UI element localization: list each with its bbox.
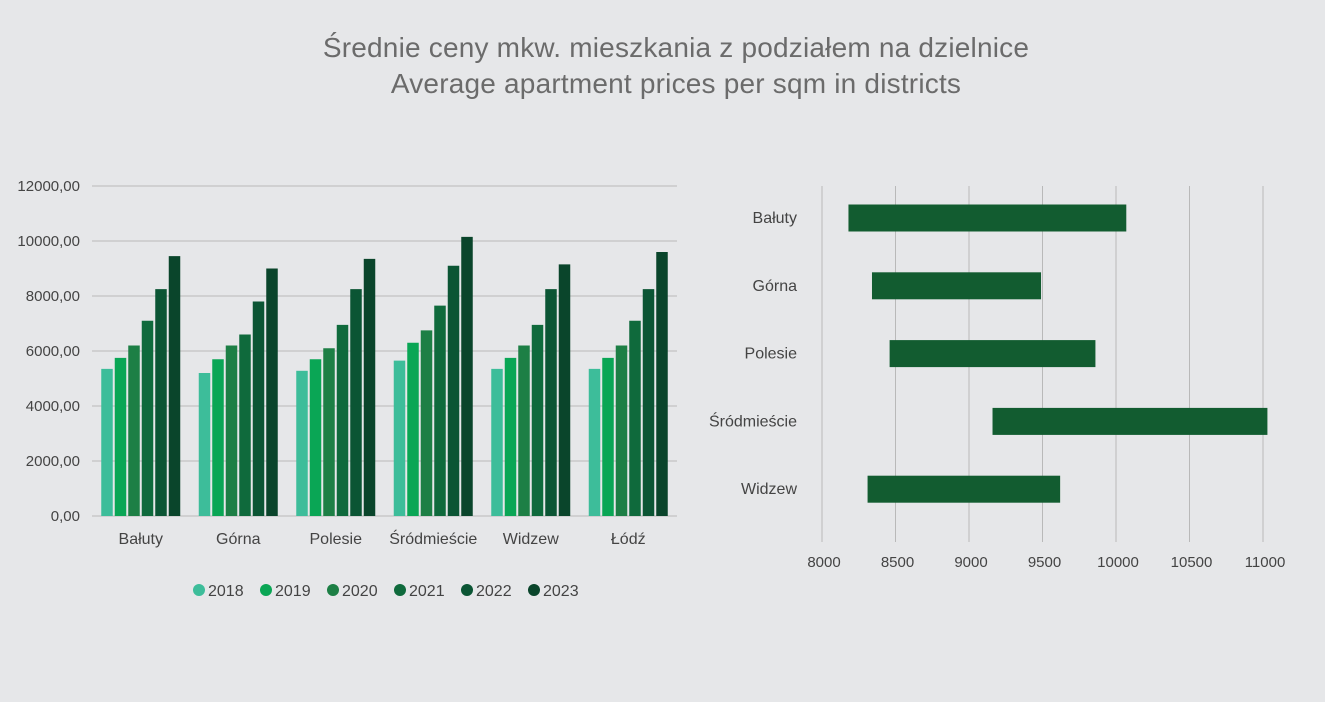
bar-2021: [141, 320, 154, 516]
x-tick-label: 8500: [881, 554, 914, 571]
x-tick-label: 10000: [1097, 554, 1139, 571]
chart-title-en: Average apartment prices per sqm in dist…: [390, 68, 962, 99]
bar-2018: [393, 360, 406, 516]
legend-swatch: [327, 584, 339, 596]
y-tick-label: 10000,00: [17, 233, 80, 250]
y-tick-label: 0,00: [51, 508, 80, 525]
bar-2021: [336, 324, 349, 516]
y-tick-label: 4000,00: [26, 398, 80, 415]
y-tick-label: 2000,00: [26, 453, 80, 470]
x-tick-label: 8000: [807, 554, 840, 571]
y-category-label: Widzew: [741, 481, 797, 498]
y-tick-label: 8000,00: [26, 288, 80, 305]
x-category-label: Widzew: [503, 531, 559, 548]
range-bar: [889, 340, 1096, 368]
bar-2023: [461, 236, 473, 516]
legend-swatch: [193, 584, 205, 596]
bar-2020: [420, 330, 433, 516]
x-category-label: Łódź: [611, 531, 646, 548]
bar-2022: [545, 289, 557, 516]
legend-label: 2018: [208, 583, 244, 600]
bar-2021: [531, 324, 544, 516]
legend-swatch: [260, 584, 272, 596]
x-tick-label: 9000: [954, 554, 987, 571]
range-bar: [871, 272, 1042, 300]
bar-2022: [447, 265, 460, 516]
bar-2021: [239, 334, 251, 516]
x-category-label: Śródmieście: [389, 529, 477, 548]
bar-2018: [491, 368, 503, 516]
y-tick-label: 12000,00: [17, 178, 80, 195]
range-bar: [992, 407, 1268, 435]
bar-2022: [350, 289, 362, 516]
legend-label: 2022: [476, 583, 512, 600]
bar-2020: [128, 345, 140, 516]
bar-2022: [252, 301, 265, 516]
bar-2020: [615, 345, 628, 516]
bar-2022: [155, 289, 167, 516]
y-category-label: Polesie: [745, 346, 798, 363]
bar-2023: [168, 256, 181, 516]
y-category-label: Górna: [753, 278, 798, 295]
range-bar-chart: 8000 8500 9000 9500 10000 10500 11000 Bałuty Gór…: [709, 186, 1285, 571]
bar-2020: [225, 345, 238, 516]
range-bar: [848, 204, 1127, 232]
y-tick-label: 6000,00: [26, 343, 80, 360]
x-tick-label: 11000: [1245, 554, 1286, 571]
bar-2023: [558, 264, 571, 516]
x-category-label: Bałuty: [119, 531, 163, 548]
legend-swatch: [394, 584, 406, 596]
x-tick-label: 10500: [1171, 554, 1213, 571]
bar-2019: [602, 357, 614, 516]
bar-2022: [642, 289, 655, 516]
legend-label: 2023: [543, 583, 579, 600]
bar-2020: [323, 348, 335, 516]
legend-label: 2019: [275, 583, 311, 600]
legend-swatch: [528, 584, 540, 596]
chart-title-pl: Średnie ceny mkw. mieszkania z podziałem…: [322, 32, 1030, 63]
grouped-bar-chart: 0,00 2000,00 4000,00 6000,00 8000,00 10000,00…: [17, 178, 677, 600]
chart-title-block: Średnie ceny mkw. mieszkania z podziałem…: [0, 30, 1325, 102]
bar-2019: [212, 359, 224, 516]
x-category-label: Polesie: [310, 531, 363, 548]
x-category-label: Górna: [216, 531, 261, 548]
bar-2019: [114, 357, 127, 516]
bar-2018: [588, 368, 601, 516]
bar-2019: [504, 357, 517, 516]
bar-2018: [198, 373, 211, 516]
y-category-label: Bałuty: [753, 210, 797, 227]
legend-label: 2020: [342, 583, 378, 600]
bar-2019: [407, 342, 419, 516]
x-tick-label: 9500: [1028, 554, 1061, 571]
legend-label: 2021: [409, 583, 445, 600]
bar-2018: [296, 370, 308, 516]
bar-2019: [309, 359, 322, 516]
bar-2018: [101, 368, 113, 516]
bar-2023: [656, 252, 668, 516]
bar-2021: [629, 320, 641, 516]
bar-2023: [266, 268, 278, 516]
bar-2023: [363, 258, 376, 516]
range-bar: [867, 475, 1061, 503]
y-category-label: Śródmieście: [709, 411, 797, 430]
bar-2020: [518, 345, 530, 516]
legend-swatch: [461, 584, 473, 596]
bar-2021: [434, 305, 446, 516]
